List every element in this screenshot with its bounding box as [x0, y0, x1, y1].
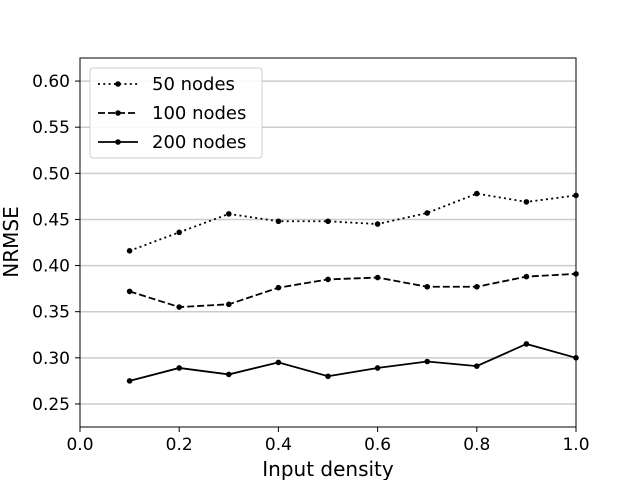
x-tick-label: 0.2	[166, 435, 193, 455]
y-tick-label: 0.55	[32, 118, 70, 138]
data-point	[126, 248, 133, 254]
series-line-3	[129, 343, 577, 382]
data-point	[424, 283, 431, 290]
data-point	[275, 359, 282, 366]
y-tick-label: 0.25	[32, 395, 70, 415]
data-point	[374, 274, 381, 281]
data-point	[424, 210, 431, 216]
x-tick-label: 1.0	[562, 435, 589, 455]
y-tick-label: 0.50	[32, 164, 70, 184]
data-point	[275, 284, 282, 291]
x-axis: 0.0 0.2 0.4 0.6 0.8 1.0	[66, 427, 590, 455]
x-tick-label: 0.6	[364, 435, 391, 455]
data-point	[176, 365, 182, 371]
data-point	[126, 288, 133, 295]
legend-label: 100 nodes	[152, 103, 246, 124]
series-layer	[126, 190, 579, 384]
data-point	[325, 276, 331, 283]
data-point	[374, 221, 381, 227]
y-tick-label: 0.35	[32, 303, 70, 323]
legend-label: 50 nodes	[152, 74, 235, 95]
legend-marker	[115, 81, 121, 87]
plot-frame	[79, 57, 577, 428]
data-point	[523, 273, 530, 280]
y-tick-label: 0.60	[32, 72, 70, 92]
x-tick-label: 0.8	[463, 435, 490, 455]
data-point	[176, 229, 182, 236]
data-point	[474, 190, 480, 197]
legend-label: 200 nodes	[152, 132, 246, 153]
x-tick-label: 0.4	[265, 435, 292, 455]
data-point	[325, 218, 331, 225]
data-point	[474, 283, 480, 290]
data-point	[523, 199, 530, 205]
y-tick-label: 0.45	[32, 210, 70, 230]
data-point	[424, 358, 431, 365]
legend-marker	[115, 139, 121, 145]
data-point	[374, 365, 381, 371]
data-point	[226, 211, 232, 217]
series-line-2	[129, 272, 577, 308]
data-point	[126, 378, 133, 384]
x-tick-label: 0.0	[66, 435, 93, 455]
data-point	[226, 301, 232, 308]
legend-box	[89, 67, 263, 159]
legend: 50 nodes 100 nodes 200 nodes	[89, 67, 263, 159]
data-point	[523, 341, 530, 347]
data-point	[176, 304, 182, 310]
data-point	[275, 218, 282, 225]
data-point	[226, 371, 232, 378]
data-point	[474, 363, 480, 369]
y-tick-label: 0.40	[32, 257, 70, 277]
x-axis-label: Input density	[262, 457, 394, 480]
legend-marker	[115, 110, 121, 116]
y-tick-label: 0.30	[32, 349, 70, 369]
data-point	[325, 373, 331, 380]
series-line-1	[129, 192, 577, 252]
y-axis: 0.25 0.30 0.35 0.40 0.45 0.50 0.55 0.60	[32, 72, 80, 415]
y-axis-label: NRMSE	[0, 206, 23, 277]
